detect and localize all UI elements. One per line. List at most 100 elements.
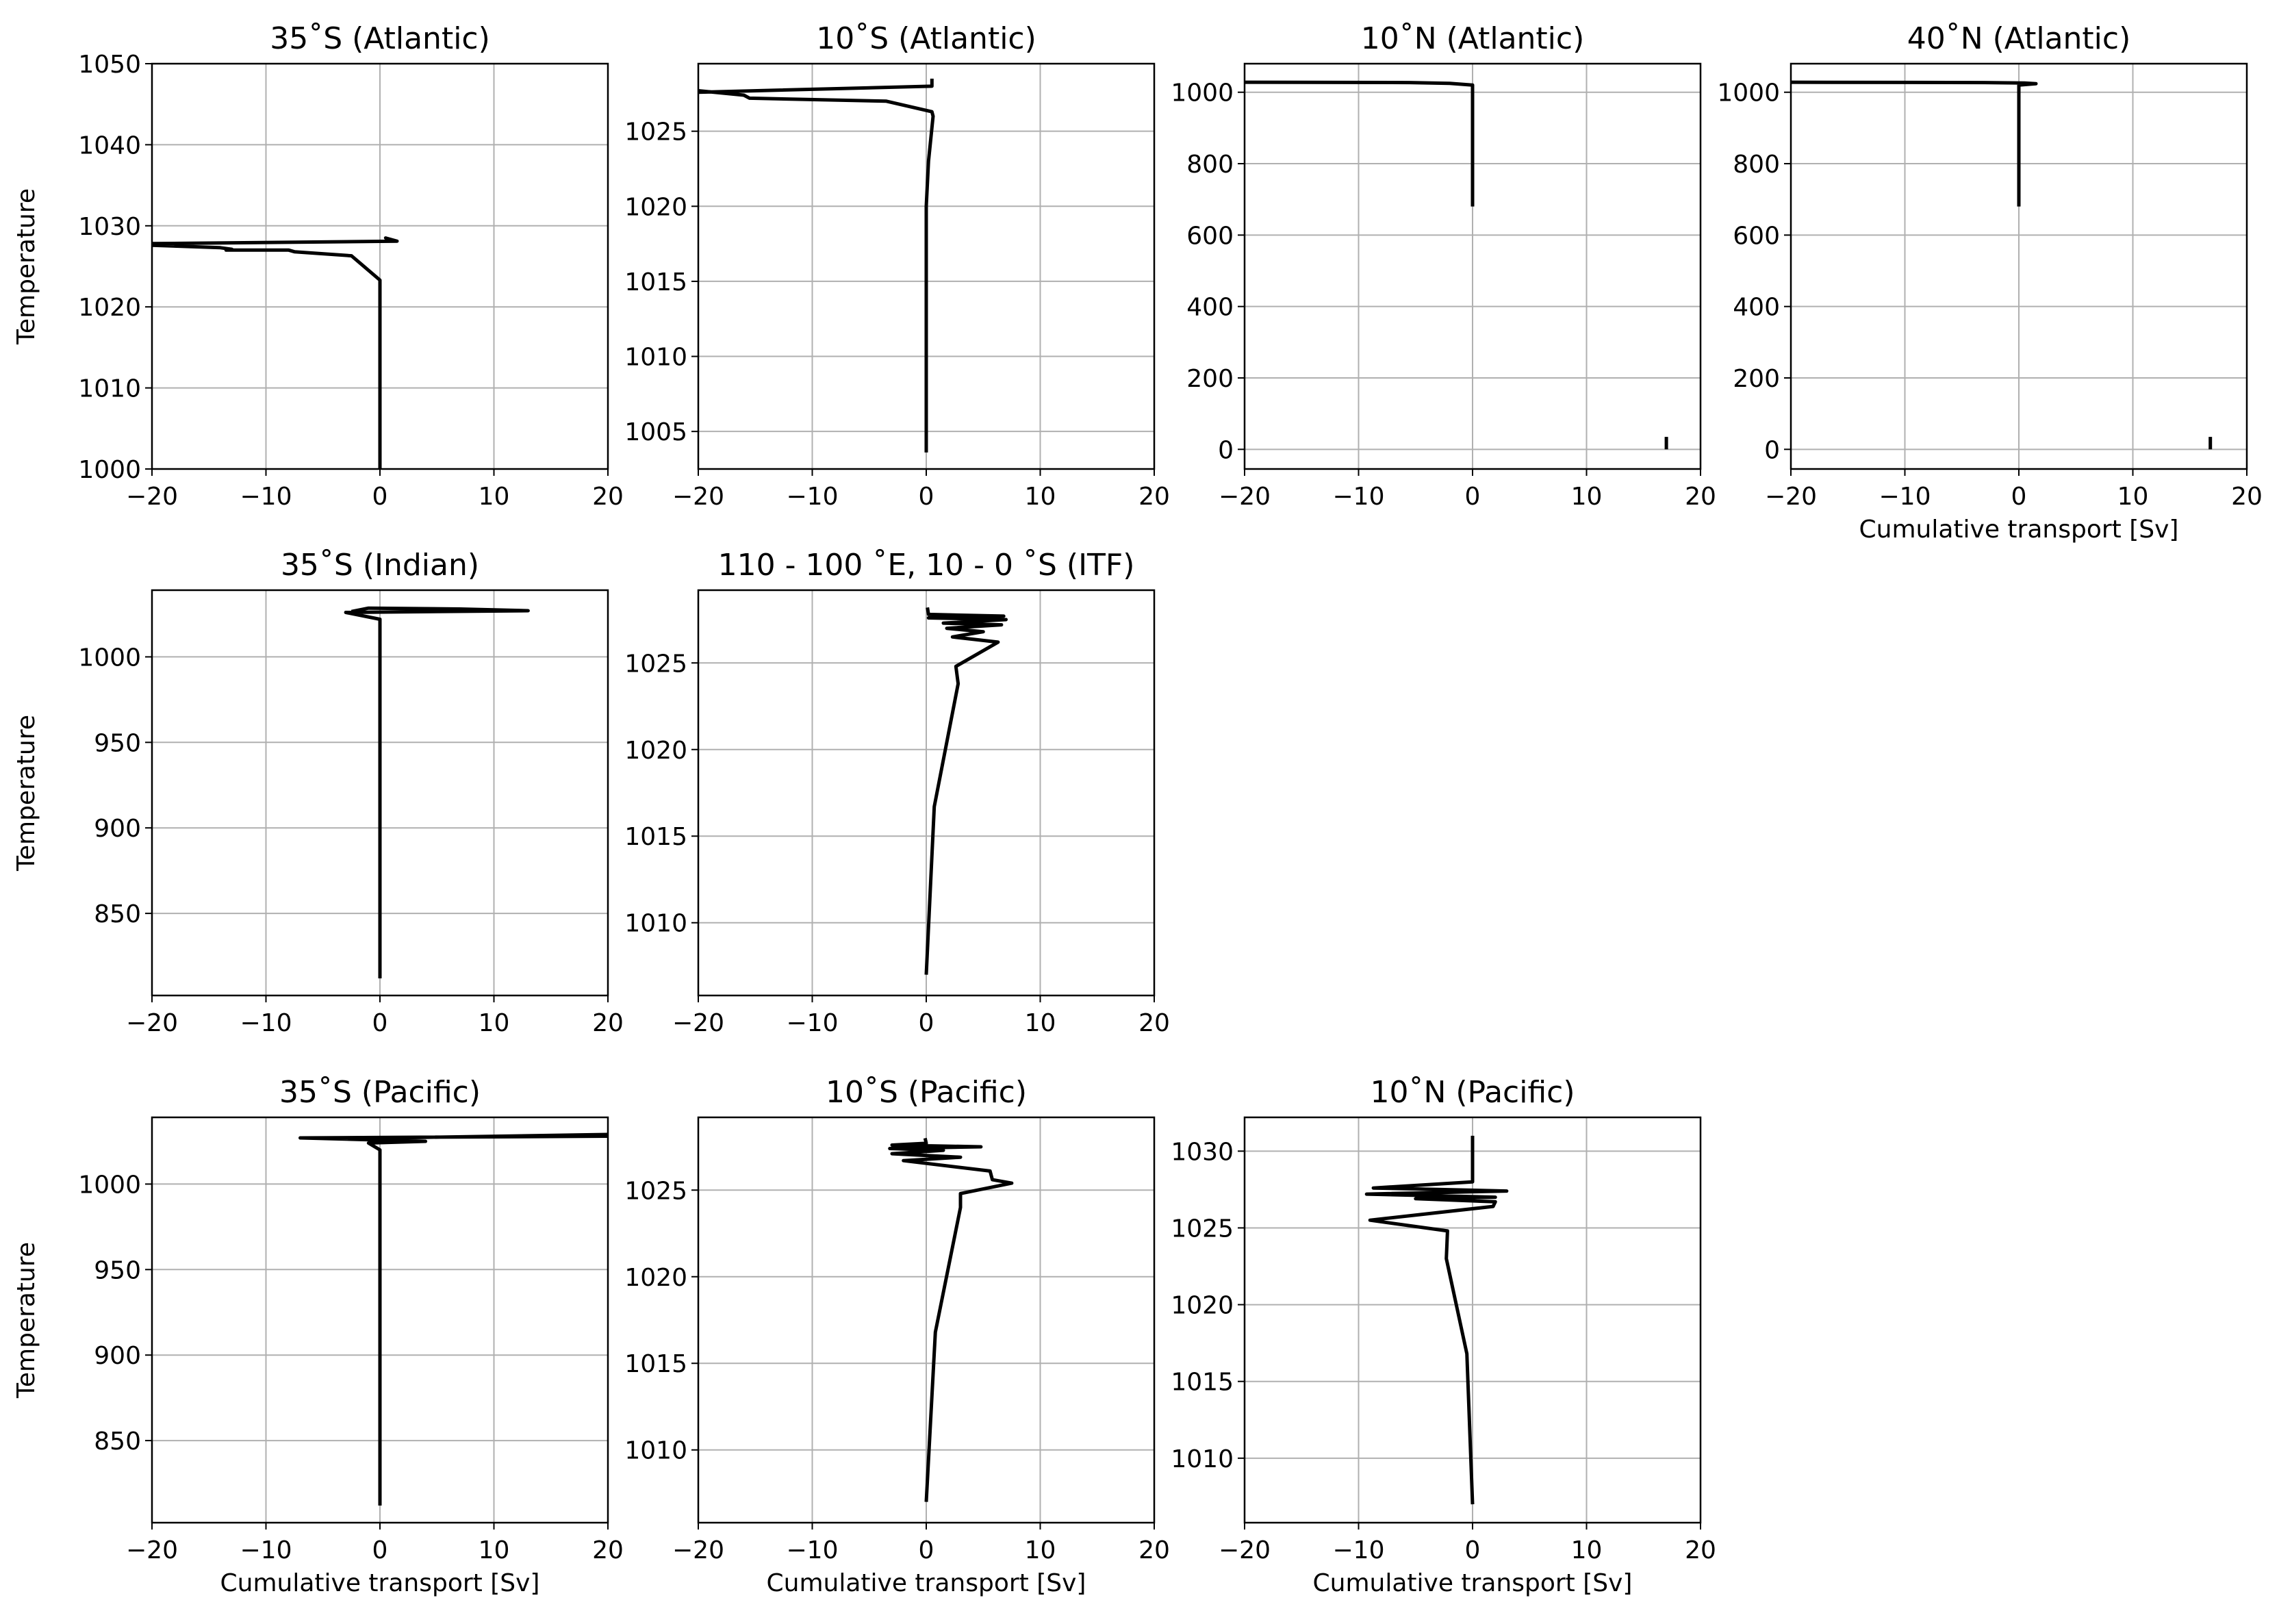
y-axis-label: Temperature [12, 715, 40, 872]
subplot-title: 40˚N (Atlantic) [1907, 21, 2131, 56]
y-tick-label: 1025 [624, 118, 687, 147]
y-tick-label: 1025 [624, 1177, 687, 1205]
y-tick-label: 1040 [78, 131, 141, 160]
y-tick-label: 200 [1733, 365, 1780, 393]
series-line-1 [298, 1132, 608, 1506]
y-tick-label: 0 [1218, 436, 1234, 464]
x-tick-label: 10 [2117, 483, 2149, 511]
y-tick-label: 1020 [78, 294, 141, 322]
x-tick-label: 10 [1571, 1536, 1603, 1564]
y-tick-label: 600 [1186, 222, 1234, 250]
x-tick-label: 10 [479, 1536, 510, 1564]
x-tick-label: −20 [672, 1009, 724, 1037]
x-tick-label: 20 [1138, 1009, 1170, 1037]
y-tick-label: 1020 [624, 1264, 687, 1292]
y-tick-label: 950 [94, 729, 141, 757]
y-tick-label: 1015 [624, 823, 687, 851]
x-tick-label: −10 [1879, 483, 1931, 511]
y-tick-label: 1010 [78, 375, 141, 403]
x-tick-label: 20 [1138, 483, 1170, 511]
y-tick-label: 1000 [78, 644, 141, 672]
x-tick-label: 0 [372, 1009, 388, 1037]
y-tick-label: 850 [94, 900, 141, 928]
subplot-title: 35˚S (Indian) [281, 548, 479, 583]
x-tick-label: −20 [1765, 483, 1817, 511]
y-tick-label: 1025 [1171, 1215, 1234, 1243]
x-tick-label: 20 [1138, 1536, 1170, 1564]
x-tick-label: 0 [2011, 483, 2027, 511]
y-tick-label: 1010 [624, 910, 687, 938]
x-tick-label: 20 [1685, 483, 1716, 511]
x-tick-label: 20 [592, 1009, 624, 1037]
series-line-1 [344, 606, 530, 978]
y-tick-label: 800 [1186, 151, 1234, 179]
x-tick-label: 0 [1465, 1536, 1481, 1564]
y-tick-label: 900 [94, 815, 141, 843]
y-tick-label: 1050 [78, 51, 141, 79]
y-tick-label: 1030 [78, 213, 141, 241]
series-line-1 [698, 78, 935, 453]
y-tick-label: 1025 [624, 650, 687, 678]
x-tick-label: 0 [1465, 483, 1481, 511]
y-tick-label: 400 [1186, 294, 1234, 322]
x-tick-label: 20 [592, 1536, 624, 1564]
subplot-5: −20 −10 0 10 20 850 900 950 1000 35˚S (Indian) Tem… [12, 548, 624, 1037]
subplot-title: 35˚S (Atlantic) [270, 21, 490, 56]
x-tick-label: 10 [479, 1009, 510, 1037]
y-tick-label: 1015 [1171, 1369, 1234, 1397]
y-tick-label: 1000 [1717, 79, 1780, 107]
y-axis-label: Temperature [12, 1242, 40, 1399]
x-tick-label: 10 [1025, 1009, 1056, 1037]
subplot-title: 10˚S (Atlantic) [816, 21, 1036, 56]
x-tick-label: −20 [672, 483, 724, 511]
x-tick-label: 0 [919, 1009, 934, 1037]
x-tick-label: 10 [1025, 1536, 1056, 1564]
subplot-title: 35˚S (Pacific) [279, 1075, 481, 1110]
x-tick-label: 20 [2231, 483, 2263, 511]
x-tick-label: −20 [672, 1536, 724, 1564]
subplot-title: 110 - 100 ˚E, 10 - 0 ˚S (ITF) [718, 548, 1135, 583]
x-tick-label: −10 [240, 1009, 292, 1037]
y-tick-label: 1020 [624, 193, 687, 221]
subplot-title: 10˚N (Atlantic) [1361, 21, 1585, 56]
x-axis-label: Cumulative transport [Sv] [1313, 1569, 1633, 1597]
x-tick-label: −10 [1333, 1536, 1385, 1564]
y-tick-label: 1010 [624, 344, 687, 372]
series-line-1 [1791, 80, 2038, 207]
x-axis-label: Cumulative transport [Sv] [1859, 516, 2179, 544]
x-tick-label: −20 [126, 483, 178, 511]
x-tick-label: −10 [787, 483, 839, 511]
y-tick-label: 900 [94, 1342, 141, 1370]
y-tick-label: 1000 [1171, 79, 1234, 107]
x-axis-label: Cumulative transport [Sv] [767, 1569, 1086, 1597]
y-tick-label: 1030 [1171, 1138, 1234, 1166]
y-tick-label: 200 [1186, 365, 1234, 393]
series-line-1 [152, 236, 399, 469]
y-tick-label: 1010 [624, 1437, 687, 1465]
x-tick-label: 0 [919, 483, 934, 511]
x-tick-label: 20 [1685, 1536, 1716, 1564]
y-tick-label: 0 [1764, 436, 1780, 464]
subplot-title: 10˚N (Pacific) [1370, 1075, 1575, 1110]
y-tick-label: 1000 [78, 1171, 141, 1199]
y-tick-label: 1000 [78, 456, 141, 484]
series-line-1 [888, 1137, 1014, 1502]
subplot-title: 10˚S (Pacific) [826, 1075, 1027, 1110]
y-axis-label: Temperature [12, 188, 40, 345]
x-tick-label: −20 [1219, 483, 1271, 511]
y-tick-label: 1020 [624, 737, 687, 765]
y-tick-label: 950 [94, 1256, 141, 1284]
y-tick-label: 600 [1733, 222, 1780, 250]
y-tick-label: 400 [1733, 294, 1780, 322]
x-tick-label: 0 [372, 1536, 388, 1564]
x-tick-label: −10 [787, 1536, 839, 1564]
x-tick-label: −20 [126, 1009, 178, 1037]
